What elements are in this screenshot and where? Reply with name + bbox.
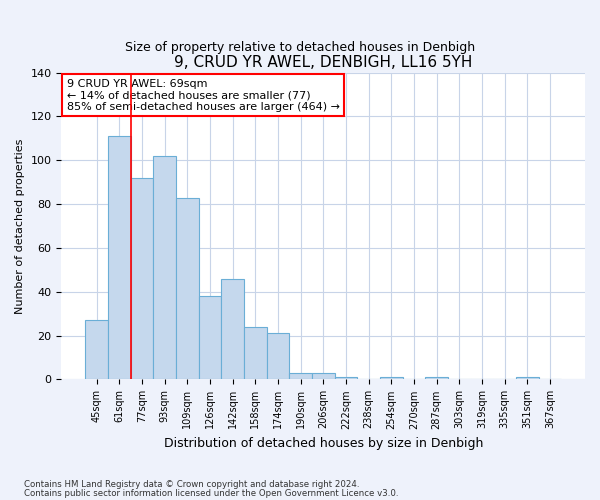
Bar [516, 378, 539, 380]
X-axis label: Distribution of detached houses by size in Denbigh: Distribution of detached houses by size … [164, 437, 483, 450]
Bar [199, 296, 221, 380]
Bar [85, 320, 108, 380]
Bar [108, 136, 131, 380]
Bar [380, 378, 403, 380]
Bar [176, 198, 199, 380]
Bar [425, 378, 448, 380]
Bar [312, 373, 335, 380]
Bar [289, 373, 312, 380]
Bar [153, 156, 176, 380]
Title: 9, CRUD YR AWEL, DENBIGH, LL16 5YH: 9, CRUD YR AWEL, DENBIGH, LL16 5YH [174, 55, 472, 70]
Text: Contains HM Land Registry data © Crown copyright and database right 2024.: Contains HM Land Registry data © Crown c… [24, 480, 359, 489]
Y-axis label: Number of detached properties: Number of detached properties [15, 138, 25, 314]
Text: Contains public sector information licensed under the Open Government Licence v3: Contains public sector information licen… [24, 488, 398, 498]
Bar [221, 278, 244, 380]
Text: 9 CRUD YR AWEL: 69sqm
← 14% of detached houses are smaller (77)
85% of semi-deta: 9 CRUD YR AWEL: 69sqm ← 14% of detached … [67, 78, 340, 112]
Bar [131, 178, 153, 380]
Bar [335, 378, 357, 380]
Bar [244, 327, 266, 380]
Text: Size of property relative to detached houses in Denbigh: Size of property relative to detached ho… [125, 41, 475, 54]
Bar [266, 334, 289, 380]
